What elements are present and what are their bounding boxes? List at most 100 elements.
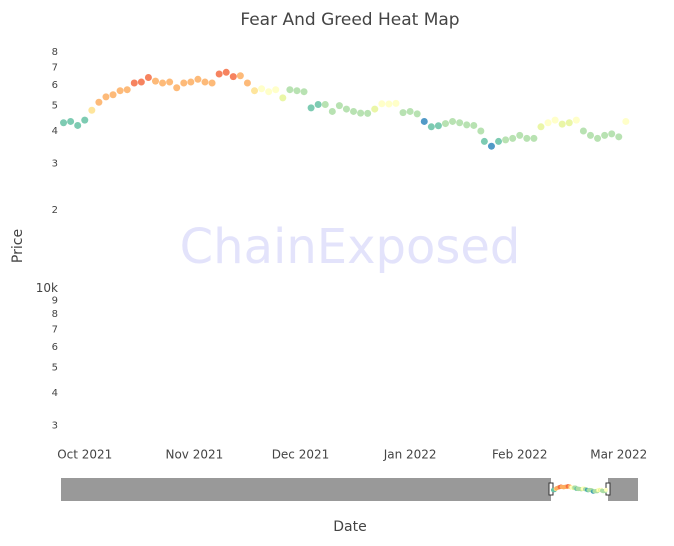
y-tick-label: 4	[52, 126, 58, 137]
point	[265, 88, 273, 96]
point	[130, 79, 138, 87]
point	[495, 137, 503, 145]
x-tick-label: Oct 2021	[57, 448, 112, 462]
point	[335, 102, 343, 110]
point	[151, 77, 159, 85]
point	[523, 134, 531, 142]
point	[180, 79, 188, 87]
point	[236, 72, 244, 80]
y-tick-label: 2	[52, 205, 58, 216]
point	[558, 120, 566, 128]
point	[102, 93, 110, 101]
watermark: ChainExposed	[180, 219, 521, 275]
x-axis-title: Date	[333, 519, 366, 535]
point	[463, 121, 471, 129]
point	[272, 86, 280, 94]
point	[67, 117, 75, 125]
point	[357, 109, 365, 117]
point	[470, 121, 478, 129]
point	[420, 117, 428, 125]
point	[622, 117, 630, 125]
range-slider[interactable]	[61, 478, 638, 501]
y-tick-label: 8	[52, 309, 58, 320]
point	[579, 127, 587, 135]
point	[449, 117, 457, 125]
point	[378, 100, 386, 108]
point	[434, 122, 442, 130]
point	[427, 123, 435, 131]
y-tick-label: 9	[52, 296, 58, 307]
y-tick-label: 4	[52, 388, 58, 399]
point	[487, 142, 495, 150]
point	[144, 74, 152, 82]
y-tick-label: 5	[52, 101, 58, 112]
point	[477, 127, 485, 135]
point	[601, 131, 609, 139]
y-tick-label: 7	[52, 324, 58, 335]
y-tick-label: 6	[52, 342, 58, 353]
point	[243, 79, 251, 87]
point	[530, 134, 538, 142]
point	[342, 105, 350, 113]
y-tick-label: 5	[52, 363, 58, 374]
point	[81, 116, 89, 124]
point	[208, 79, 216, 87]
y-tick-label: 10k	[36, 281, 58, 295]
point	[229, 73, 237, 81]
point	[95, 98, 103, 106]
point	[286, 86, 294, 94]
point	[551, 116, 559, 124]
point	[123, 86, 131, 94]
point	[173, 84, 181, 92]
point	[399, 109, 407, 117]
point	[350, 107, 358, 115]
point	[502, 136, 510, 144]
slider-point	[604, 487, 608, 492]
point	[413, 110, 421, 118]
point	[194, 75, 202, 83]
point	[385, 100, 393, 108]
point	[572, 116, 580, 124]
x-tick-label: Dec 2021	[272, 448, 330, 462]
y-tick-label: 6	[52, 80, 58, 91]
point	[441, 120, 449, 128]
point	[222, 68, 230, 76]
y-axis-title: Price	[10, 229, 26, 263]
point	[60, 119, 68, 127]
point	[586, 131, 594, 139]
y-tick-label: 7	[52, 62, 58, 73]
point	[187, 78, 195, 86]
x-tick-label: Nov 2021	[165, 448, 223, 462]
point	[364, 109, 372, 117]
point	[516, 131, 524, 139]
point	[159, 79, 167, 87]
point	[215, 70, 223, 78]
point	[88, 106, 96, 114]
x-tick-label: Mar 2022	[590, 448, 647, 462]
point	[371, 105, 379, 113]
x-tick-label: Feb 2022	[492, 448, 548, 462]
point	[137, 78, 145, 86]
point	[109, 91, 117, 99]
point	[565, 119, 573, 127]
point	[480, 137, 488, 145]
y-tick-label: 3	[52, 159, 58, 170]
point	[307, 104, 315, 112]
y-tick-label: 8	[52, 47, 58, 58]
point	[166, 78, 174, 86]
point	[321, 100, 329, 108]
point	[537, 123, 545, 131]
point	[258, 85, 266, 93]
point	[279, 94, 287, 102]
point	[293, 87, 301, 95]
point	[201, 78, 209, 86]
point	[456, 119, 464, 127]
point	[116, 87, 124, 95]
point	[300, 88, 308, 96]
point	[392, 99, 400, 107]
point	[74, 121, 82, 129]
point	[608, 130, 616, 138]
point	[251, 87, 259, 95]
point	[509, 134, 517, 142]
